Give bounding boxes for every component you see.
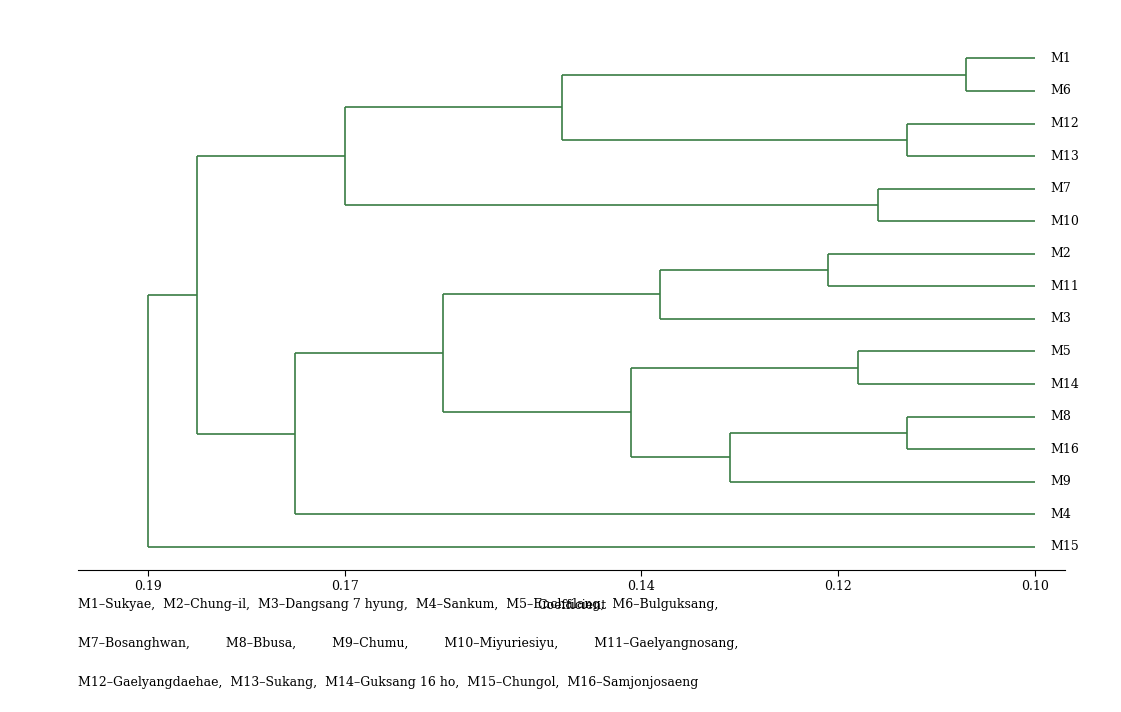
- Text: M14: M14: [1050, 377, 1080, 390]
- Text: M4: M4: [1050, 508, 1071, 520]
- Text: M11: M11: [1050, 280, 1080, 293]
- Text: M10: M10: [1050, 215, 1080, 228]
- Text: M16: M16: [1050, 443, 1080, 456]
- Text: M12: M12: [1050, 117, 1078, 130]
- Text: M15: M15: [1050, 540, 1078, 553]
- X-axis label: Coefficient: Coefficient: [537, 599, 606, 612]
- Text: M1–Sukyae,  M2–Chung–il,  M3–Dangsang 7 hyung,  M4–Sankum,  M5–Enchalang,  M6–Bu: M1–Sukyae, M2–Chung–il, M3–Dangsang 7 hy…: [78, 598, 719, 611]
- Text: M12–Gaelyangdaehae,  M13–Sukang,  M14–Guksang 16 ho,  M15–Chungol,  M16–Samjonjo: M12–Gaelyangdaehae, M13–Sukang, M14–Guks…: [78, 676, 698, 689]
- Text: M7: M7: [1050, 182, 1071, 195]
- Text: M6: M6: [1050, 85, 1071, 98]
- Text: M9: M9: [1050, 475, 1071, 488]
- Text: M13: M13: [1050, 150, 1080, 162]
- Text: M5: M5: [1050, 345, 1071, 358]
- Text: M7–Bosanghwan,         M8–Bbusa,         M9–Chumu,         M10–Miyuriesiyu,     : M7–Bosanghwan, M8–Bbusa, M9–Chumu, M10–M…: [78, 637, 739, 650]
- Text: M2: M2: [1050, 247, 1071, 261]
- Text: M3: M3: [1050, 313, 1071, 325]
- Text: M8: M8: [1050, 410, 1071, 423]
- Text: M1: M1: [1050, 52, 1071, 65]
